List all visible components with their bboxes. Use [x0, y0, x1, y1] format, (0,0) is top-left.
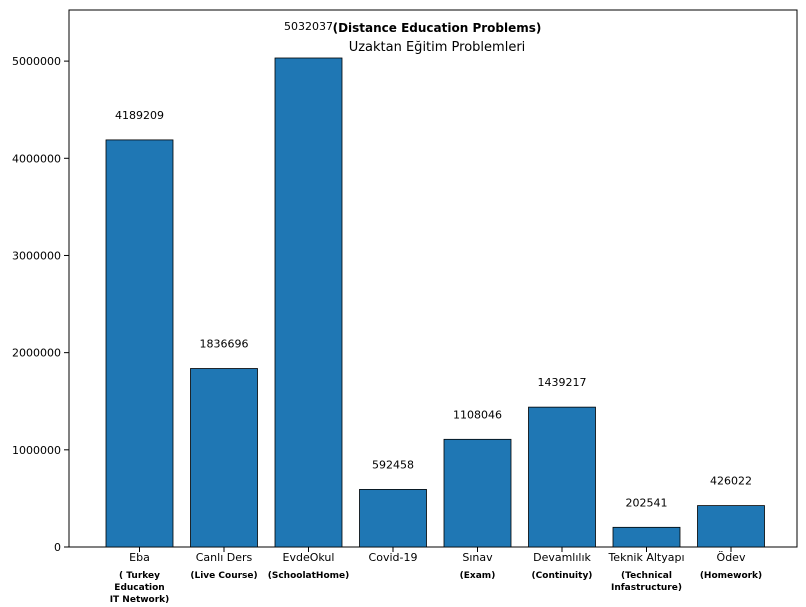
- bar-value-label: 4189209: [115, 109, 164, 122]
- x-tick-english-label: (Continuity): [532, 571, 593, 581]
- x-tick-english-label: (Homework): [700, 571, 762, 581]
- y-tick-label: 0: [54, 541, 61, 554]
- x-tick-label: Sınav: [462, 551, 493, 564]
- bar-value-label: 202541: [626, 496, 668, 509]
- bar: [274, 57, 343, 548]
- x-tick-label: Covid-19: [369, 551, 418, 564]
- y-tick-label: 2000000: [12, 347, 61, 360]
- x-tick-english-label: ( Turkey: [119, 571, 160, 581]
- bar: [697, 505, 765, 548]
- value-labels: 4189209 1836696 5032037 592458 1108046 143921…: [115, 20, 752, 509]
- x-tick-english-label: (SchoolatHome): [268, 571, 349, 581]
- bar-value-label: 1836696: [200, 338, 249, 351]
- chart-title-english: (Distance Education Problems): [333, 21, 542, 35]
- bar-value-label: 5032037: [284, 20, 333, 33]
- x-tick-label: EvdeOkul: [283, 551, 335, 564]
- x-axis: Eba ( Turkey Education IT Network) Canlı Der…: [110, 547, 762, 605]
- x-tick-english-label: (Exam): [460, 571, 496, 581]
- bars: [105, 57, 765, 548]
- y-tick-label: 1000000: [12, 444, 61, 457]
- bar: [105, 139, 174, 548]
- y-tick-label: 3000000: [12, 249, 61, 262]
- y-tick-label: 5000000: [12, 55, 61, 68]
- axes-layer: [68, 9, 798, 548]
- bar-value-label: 1108046: [453, 408, 502, 421]
- x-tick-label: Canlı Ders: [196, 551, 253, 564]
- x-tick-english-label: (Technical: [621, 571, 672, 581]
- x-tick-label: Teknik Altyapı: [607, 551, 684, 564]
- bar-value-label: 592458: [372, 458, 414, 471]
- bar-value-label: 426022: [710, 475, 752, 488]
- x-tick-label: Eba: [129, 551, 150, 564]
- bar: [443, 438, 512, 548]
- x-tick-english-label: (Live Course): [190, 571, 257, 581]
- bar: [612, 526, 681, 548]
- bar: [359, 489, 427, 548]
- bar: [190, 368, 258, 548]
- x-tick-english-label: Education: [114, 583, 164, 593]
- x-tick-english-label: Infastructure): [611, 583, 682, 593]
- chart-title-turkish: Uzaktan Eğitim Problemleri: [349, 40, 526, 55]
- x-tick-label: Devamlılık: [533, 551, 591, 564]
- bar-value-label: 1439217: [538, 376, 587, 389]
- x-tick-label: Ödev: [717, 551, 746, 564]
- y-axis: 0 1000000 2000000 3000000 4000000 5000000: [12, 55, 69, 554]
- x-tick-english-label: IT Network): [110, 595, 170, 605]
- y-tick-label: 4000000: [12, 152, 61, 165]
- plot-frame: [68, 9, 798, 548]
- bar: [528, 406, 596, 548]
